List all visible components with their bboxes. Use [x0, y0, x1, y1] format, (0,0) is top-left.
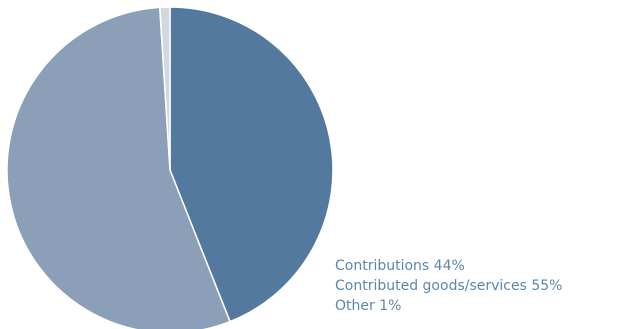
legend: Contributions 44% Contributed goods/serv…: [335, 256, 562, 316]
legend-entry-contributed-goods-services: Contributed goods/services 55%: [335, 278, 563, 294]
pie-slice-other: [159, 6, 171, 171]
pie-slice-contributed-goods-services: [6, 6, 231, 329]
legend-entry-contributions: Contributions 44%: [335, 258, 465, 274]
legend-entry-other: Other 1%: [335, 298, 402, 314]
pie-slice-contributions: [169, 6, 334, 323]
